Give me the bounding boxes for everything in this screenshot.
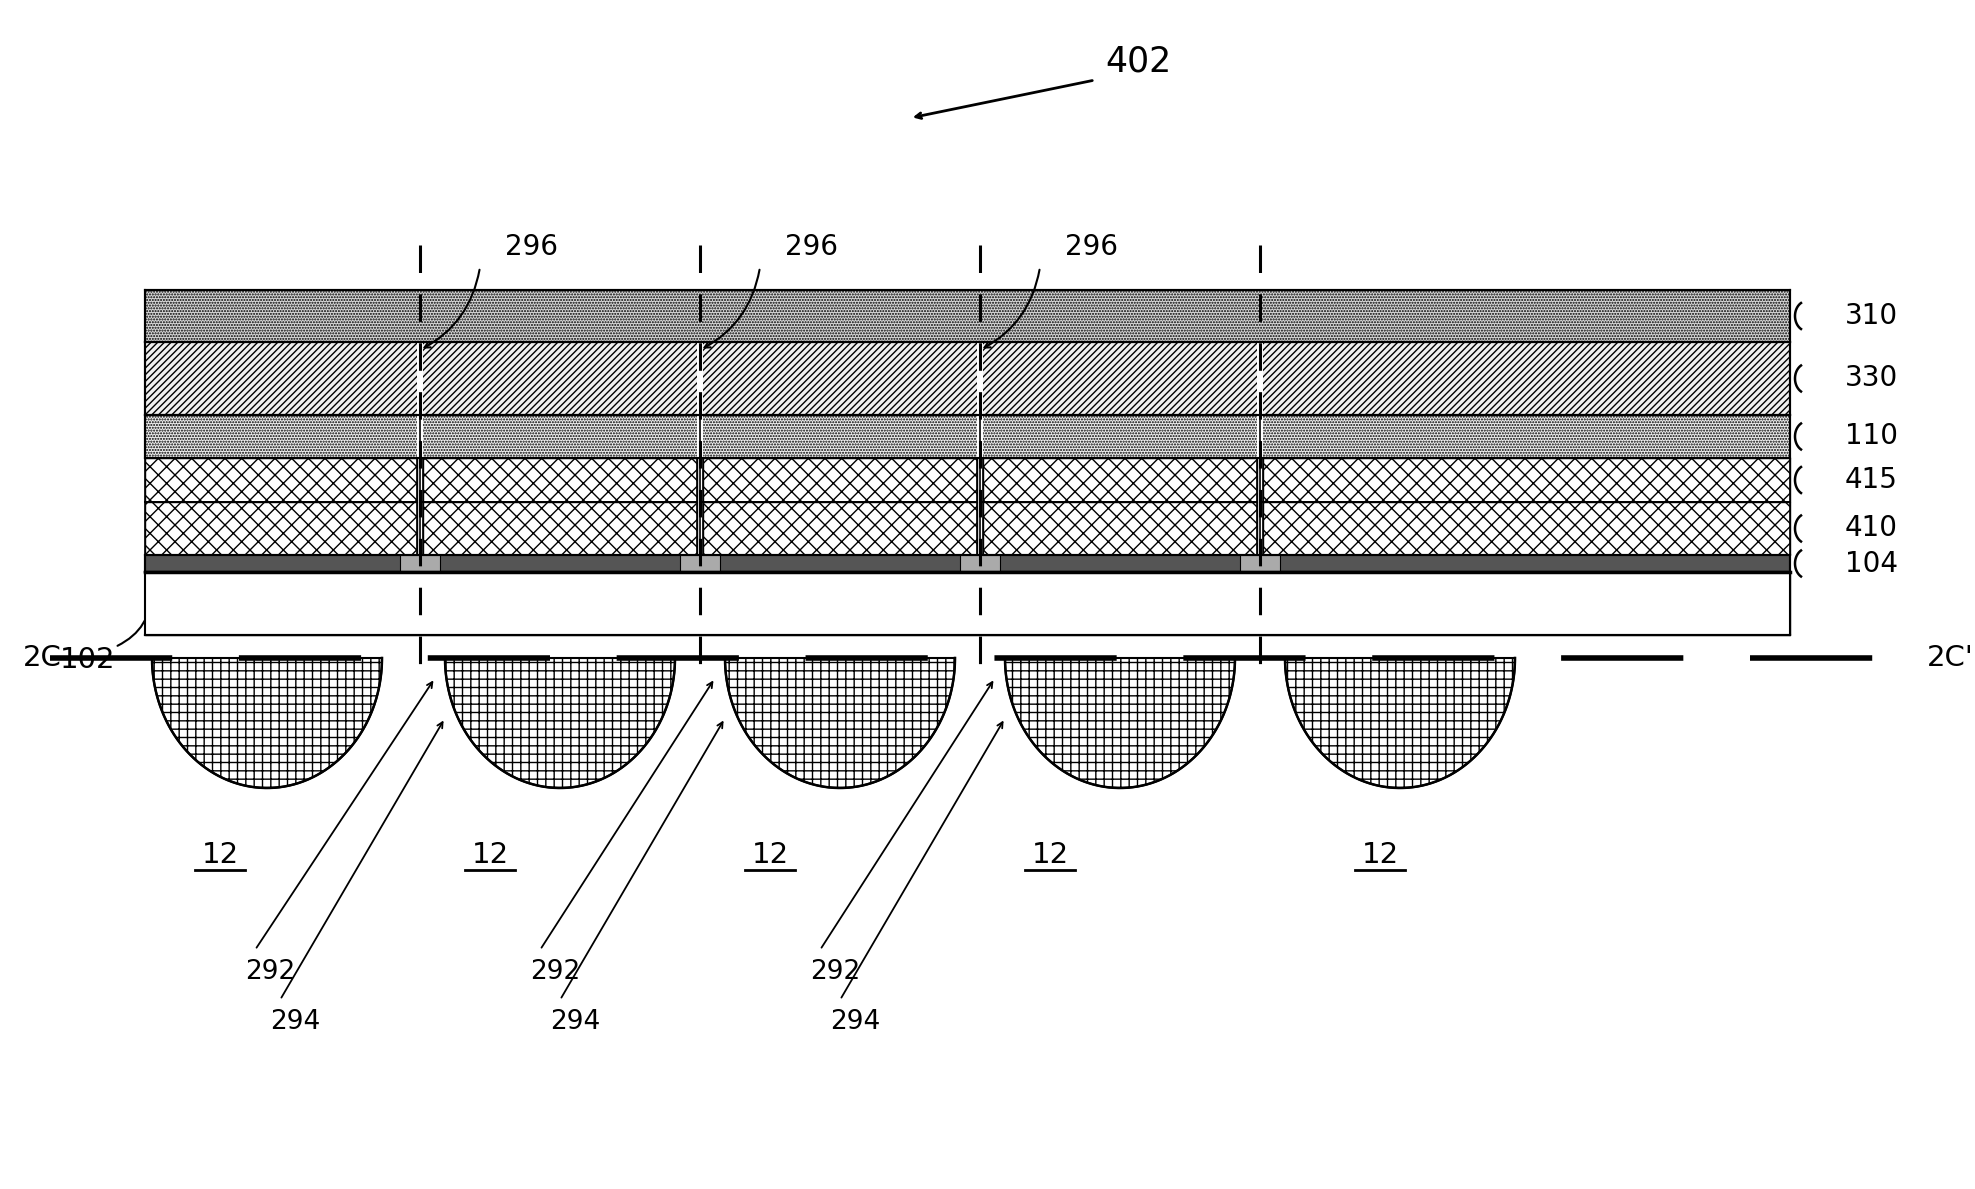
Text: 294: 294 xyxy=(830,1009,881,1034)
Text: 402: 402 xyxy=(1104,45,1171,78)
Bar xyxy=(960,555,999,572)
Polygon shape xyxy=(1005,658,1234,788)
Polygon shape xyxy=(1286,658,1515,788)
Text: 330: 330 xyxy=(1845,365,1898,392)
Polygon shape xyxy=(444,658,675,788)
Bar xyxy=(423,502,697,555)
Bar xyxy=(978,415,984,458)
Text: 296: 296 xyxy=(506,233,559,262)
Bar xyxy=(1256,342,1262,415)
Text: 294: 294 xyxy=(549,1009,600,1034)
Text: 292: 292 xyxy=(810,960,861,984)
Text: 12: 12 xyxy=(201,841,239,869)
Bar xyxy=(984,502,1256,555)
Text: 292: 292 xyxy=(245,960,294,984)
Bar xyxy=(1256,415,1262,458)
Bar xyxy=(417,342,423,415)
Bar xyxy=(417,415,423,458)
Polygon shape xyxy=(725,658,956,788)
Bar xyxy=(679,555,721,572)
Bar xyxy=(1262,458,1789,502)
Bar xyxy=(1262,502,1789,555)
Bar xyxy=(144,502,417,555)
Bar xyxy=(423,458,697,502)
Bar xyxy=(144,415,1789,458)
Text: 410: 410 xyxy=(1845,515,1898,542)
Bar xyxy=(144,555,1789,572)
Bar xyxy=(697,342,703,415)
Text: 292: 292 xyxy=(529,960,581,984)
Text: 12: 12 xyxy=(750,841,788,869)
Text: 12: 12 xyxy=(1361,841,1398,869)
Bar xyxy=(144,290,1789,342)
Text: 2C: 2C xyxy=(22,644,61,672)
Bar xyxy=(144,572,1789,635)
Bar xyxy=(144,342,1789,415)
Bar xyxy=(401,555,440,572)
Bar xyxy=(144,572,1789,635)
Text: 296: 296 xyxy=(1065,233,1118,262)
Text: 296: 296 xyxy=(784,233,837,262)
Bar xyxy=(703,458,978,502)
Bar xyxy=(144,458,417,502)
Text: 12: 12 xyxy=(472,841,510,869)
Polygon shape xyxy=(152,658,381,788)
Bar xyxy=(1240,555,1280,572)
Text: 102: 102 xyxy=(61,646,117,674)
Text: 110: 110 xyxy=(1845,422,1898,451)
Text: 2C': 2C' xyxy=(1928,644,1973,672)
Bar xyxy=(703,502,978,555)
Text: 415: 415 xyxy=(1845,466,1898,493)
Text: 12: 12 xyxy=(1031,841,1068,869)
Bar xyxy=(984,458,1256,502)
Bar xyxy=(697,415,703,458)
Text: 294: 294 xyxy=(271,1009,320,1034)
Text: 104: 104 xyxy=(1845,549,1898,578)
Text: 310: 310 xyxy=(1845,302,1898,331)
Bar xyxy=(978,342,984,415)
